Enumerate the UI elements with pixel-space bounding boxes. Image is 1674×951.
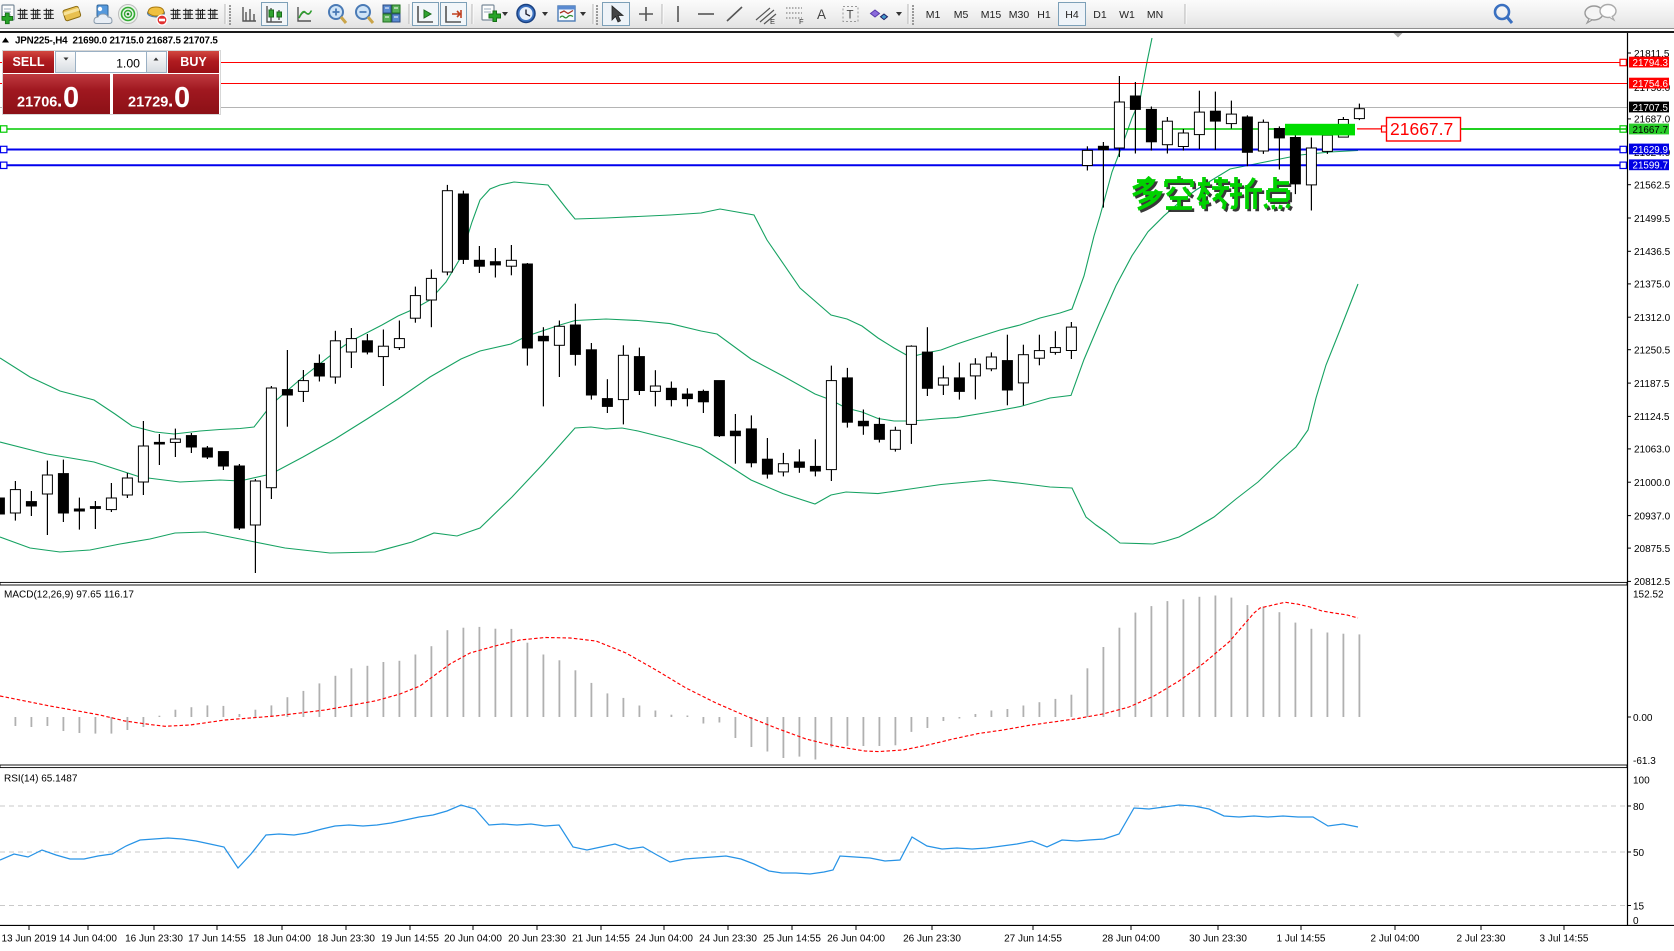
svg-text:21706: 21706: [17, 95, 57, 111]
svg-text:21250.5: 21250.5: [1634, 346, 1671, 357]
svg-text:1.00: 1.00: [116, 57, 140, 71]
svg-text:T: T: [847, 10, 854, 22]
svg-text:21499.5: 21499.5: [1634, 214, 1671, 225]
svg-text:RSI(14) 65.1487: RSI(14) 65.1487: [4, 774, 78, 785]
svg-text:MACD(12,26,9) 97.65 116.17: MACD(12,26,9) 97.65 116.17: [4, 590, 134, 601]
svg-text:21312.0: 21312.0: [1634, 313, 1671, 324]
svg-text:20 Jun 04:00: 20 Jun 04:00: [444, 934, 502, 945]
svg-text:100: 100: [1633, 775, 1650, 786]
svg-text:16 Jun 23:30: 16 Jun 23:30: [125, 934, 183, 945]
svg-text:24 Jun 04:00: 24 Jun 04:00: [635, 934, 693, 945]
svg-text:0: 0: [63, 82, 79, 114]
svg-text:21794.3: 21794.3: [1633, 58, 1669, 69]
svg-text:21667.7: 21667.7: [1633, 125, 1668, 136]
svg-text:15: 15: [1633, 901, 1645, 912]
svg-text:21124.5: 21124.5: [1634, 412, 1670, 423]
svg-text:JPN225-,H4 21690.0 21715.0 21: JPN225-,H4 21690.0 21715.0 21687.5 21707…: [15, 36, 218, 47]
svg-text:28 Jun 04:00: 28 Jun 04:00: [1102, 934, 1160, 945]
svg-text:0: 0: [174, 82, 190, 114]
svg-text:M5: M5: [954, 9, 969, 21]
svg-text:14 Jun 04:00: 14 Jun 04:00: [59, 934, 117, 945]
svg-text:M1: M1: [926, 9, 941, 21]
svg-text:.: .: [168, 91, 173, 112]
svg-text:21629.9: 21629.9: [1633, 145, 1668, 156]
svg-text:21000.0: 21000.0: [1634, 478, 1671, 489]
svg-text:MN: MN: [1147, 9, 1163, 21]
svg-text:0.00: 0.00: [1633, 713, 1653, 724]
svg-text:H1: H1: [1037, 9, 1051, 21]
svg-text:E: E: [770, 17, 775, 26]
svg-text:20875.5: 20875.5: [1634, 544, 1671, 555]
svg-text:21375.0: 21375.0: [1634, 280, 1671, 291]
svg-text:21187.5: 21187.5: [1634, 379, 1670, 390]
svg-text:H4: H4: [1065, 9, 1079, 21]
svg-text:1 Jul 14:55: 1 Jul 14:55: [1277, 934, 1326, 945]
svg-text:21063.0: 21063.0: [1634, 445, 1671, 456]
svg-text:24 Jun 23:30: 24 Jun 23:30: [699, 934, 757, 945]
svg-text:21729: 21729: [128, 95, 168, 111]
svg-text:21667.7: 21667.7: [1390, 119, 1453, 139]
svg-text:3 Jul 14:55: 3 Jul 14:55: [1540, 934, 1589, 945]
svg-text:2 Jul 04:00: 2 Jul 04:00: [1371, 934, 1420, 945]
svg-text:20 Jun 23:30: 20 Jun 23:30: [508, 934, 566, 945]
svg-text:A: A: [817, 7, 826, 22]
svg-text:13 Jun 2019: 13 Jun 2019: [1, 934, 56, 945]
svg-text:0: 0: [1633, 916, 1639, 927]
svg-text:20812.5: 20812.5: [1634, 577, 1671, 588]
svg-text:30 Jun 23:30: 30 Jun 23:30: [1189, 934, 1247, 945]
svg-text:F: F: [799, 17, 804, 26]
svg-text:21754.6: 21754.6: [1633, 79, 1669, 90]
svg-text:21436.5: 21436.5: [1634, 247, 1671, 258]
svg-text:21599.7: 21599.7: [1633, 161, 1668, 172]
svg-text:21 Jun 14:55: 21 Jun 14:55: [572, 934, 630, 945]
svg-text:21562.5: 21562.5: [1634, 181, 1671, 192]
svg-text:-61.3: -61.3: [1633, 756, 1656, 767]
svg-text:25 Jun 14:55: 25 Jun 14:55: [763, 934, 821, 945]
svg-text:26 Jun 23:30: 26 Jun 23:30: [903, 934, 961, 945]
svg-text:27 Jun 14:55: 27 Jun 14:55: [1004, 934, 1062, 945]
svg-text:2 Jul 23:30: 2 Jul 23:30: [1457, 934, 1506, 945]
svg-text:M15: M15: [981, 9, 1002, 21]
svg-text:21811.5: 21811.5: [1634, 49, 1670, 60]
svg-text:80: 80: [1633, 802, 1645, 813]
svg-text:50: 50: [1633, 848, 1645, 859]
svg-text:M30: M30: [1009, 9, 1030, 21]
svg-text:21687.0: 21687.0: [1634, 115, 1671, 126]
svg-text:18 Jun 23:30: 18 Jun 23:30: [317, 934, 375, 945]
svg-text:21707.5: 21707.5: [1633, 103, 1669, 114]
svg-text:18 Jun 04:00: 18 Jun 04:00: [253, 934, 311, 945]
svg-text:26 Jun 04:00: 26 Jun 04:00: [827, 934, 885, 945]
svg-text:17 Jun 14:55: 17 Jun 14:55: [188, 934, 246, 945]
svg-text:20937.0: 20937.0: [1634, 511, 1671, 522]
svg-text:W1: W1: [1119, 9, 1135, 21]
svg-text:.: .: [57, 91, 62, 112]
svg-text:152.52: 152.52: [1633, 589, 1664, 600]
svg-text:D1: D1: [1093, 9, 1107, 21]
svg-text:19 Jun 14:55: 19 Jun 14:55: [381, 934, 439, 945]
